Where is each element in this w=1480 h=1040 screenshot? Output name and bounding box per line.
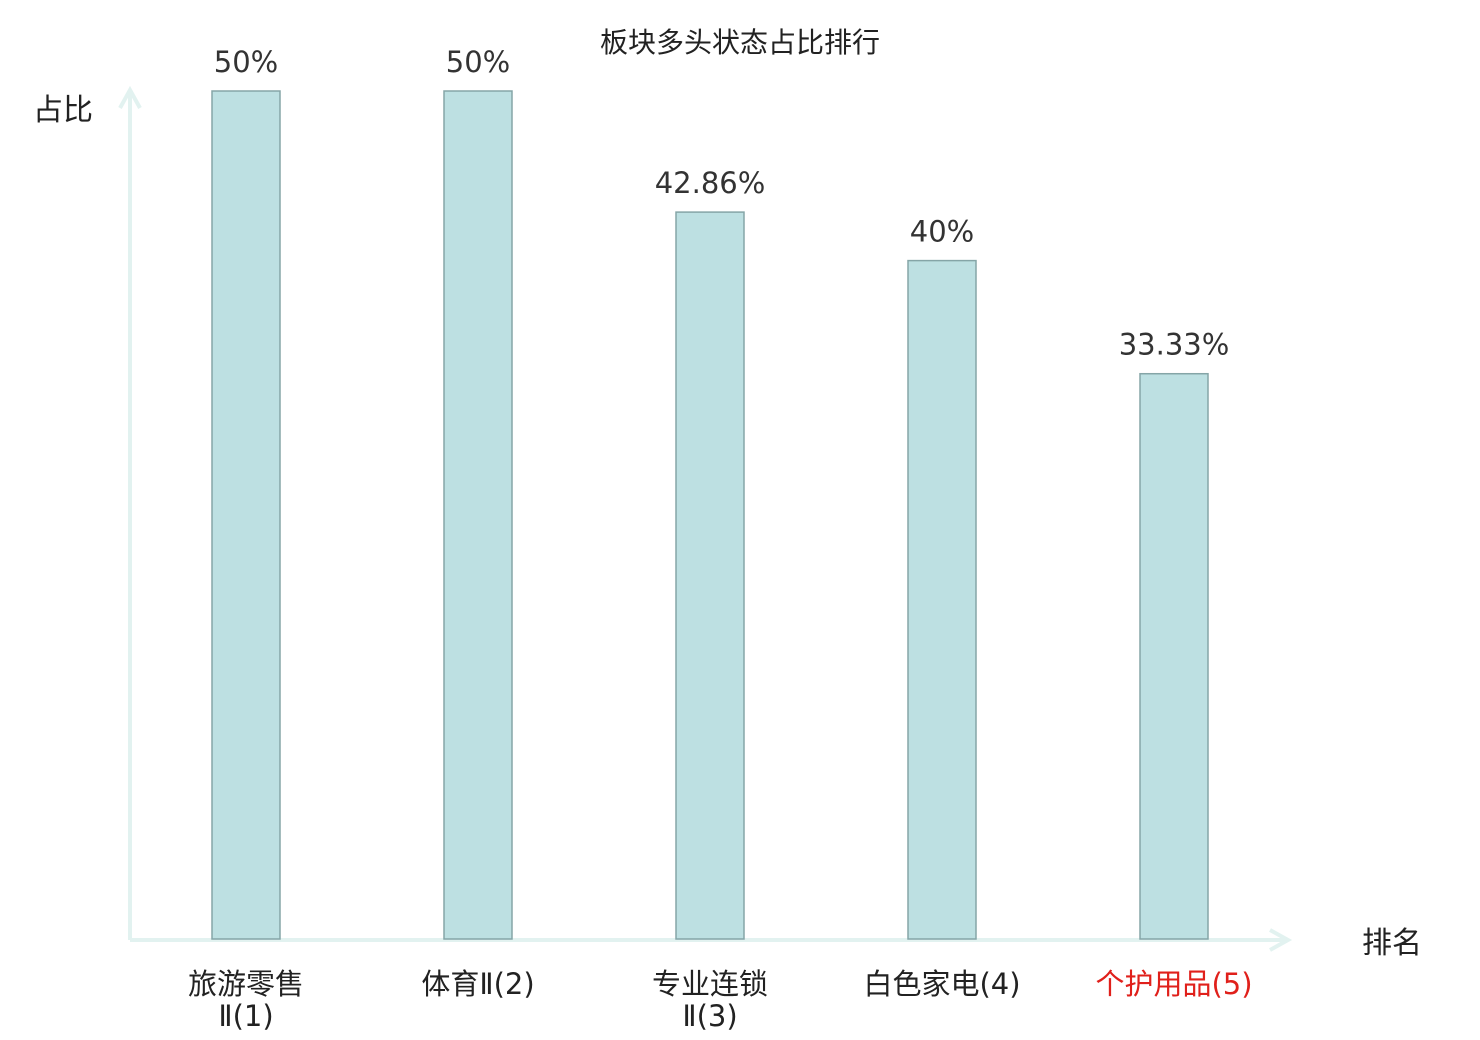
axes (118, 85, 1293, 952)
y-axis-arrow (118, 85, 142, 109)
x-tick-label-1-line-1: 旅游零售 (188, 967, 304, 1001)
bar-3 (675, 211, 745, 940)
x-axis-arrow (1269, 928, 1293, 952)
y-axis-label: 占比 (33, 93, 93, 128)
bar-1 (211, 90, 281, 940)
value-label-1: 50% (214, 45, 278, 79)
x-tick-label-5-line-1: 个护用品(5) (1095, 967, 1252, 1001)
bar-4 (907, 259, 977, 940)
value-label-5: 33.33% (1119, 328, 1230, 362)
bar-5 (1139, 372, 1209, 940)
x-tick-label-3-line-1: 专业连锁 (652, 967, 768, 1001)
value-label-4: 40% (910, 215, 974, 249)
value-label-2: 50% (446, 45, 510, 79)
x-axis-label: 排名 (1362, 926, 1422, 961)
bars-group (211, 90, 1209, 940)
value-labels-group: 50% 50% 42.86% 40% 33.33% (214, 45, 1230, 362)
bar-2 (443, 90, 513, 940)
value-label-3: 42.86% (655, 166, 766, 200)
x-tick-label-3-line-2: Ⅱ(3) (682, 999, 737, 1033)
x-tick-label-1-line-2: Ⅱ(1) (218, 999, 273, 1033)
x-tick-label-4-line-1: 白色家电(4) (863, 967, 1020, 1001)
x-tick-label-2-line-1: 体育Ⅱ(2) (421, 967, 534, 1001)
chart-title: 板块多头状态占比排行 (600, 26, 880, 59)
